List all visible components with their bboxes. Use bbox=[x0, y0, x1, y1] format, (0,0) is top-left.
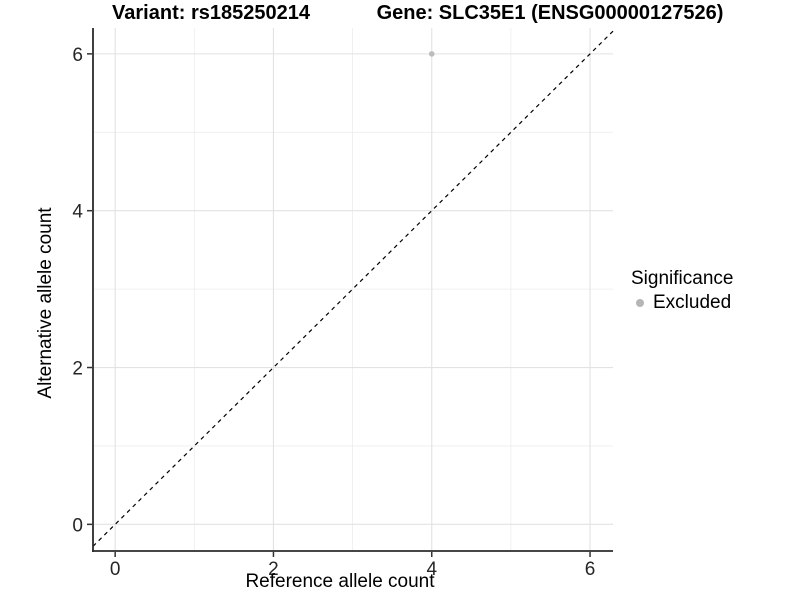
legend-title: Significance bbox=[631, 268, 734, 289]
y-tick-label: 2 bbox=[72, 359, 83, 380]
x-tick-label: 2 bbox=[268, 559, 279, 580]
gene-title: Gene: SLC35E1 (ENSG00000127526) bbox=[376, 2, 724, 24]
y-tick-label: 6 bbox=[72, 45, 83, 66]
data-point bbox=[428, 51, 435, 57]
x-axis-title: Reference allele count bbox=[245, 571, 435, 592]
x-tick-label: 6 bbox=[585, 559, 596, 580]
x-tick-label: 0 bbox=[110, 559, 121, 580]
legend-point-icon bbox=[636, 299, 644, 307]
variant-title: Variant: rs185250214 bbox=[112, 2, 310, 24]
legend: Significance Excluded bbox=[631, 268, 733, 314]
y-tick-label: 4 bbox=[72, 202, 83, 223]
x-tick-label: 4 bbox=[426, 559, 437, 580]
legend-entry-label: Excluded bbox=[653, 292, 732, 313]
identity-reference-line bbox=[92, 30, 614, 547]
legend-entry-excluded: Excluded bbox=[631, 292, 733, 314]
y-tick-label: 0 bbox=[72, 515, 83, 536]
y-axis-title: Alternative allele count bbox=[35, 207, 56, 399]
